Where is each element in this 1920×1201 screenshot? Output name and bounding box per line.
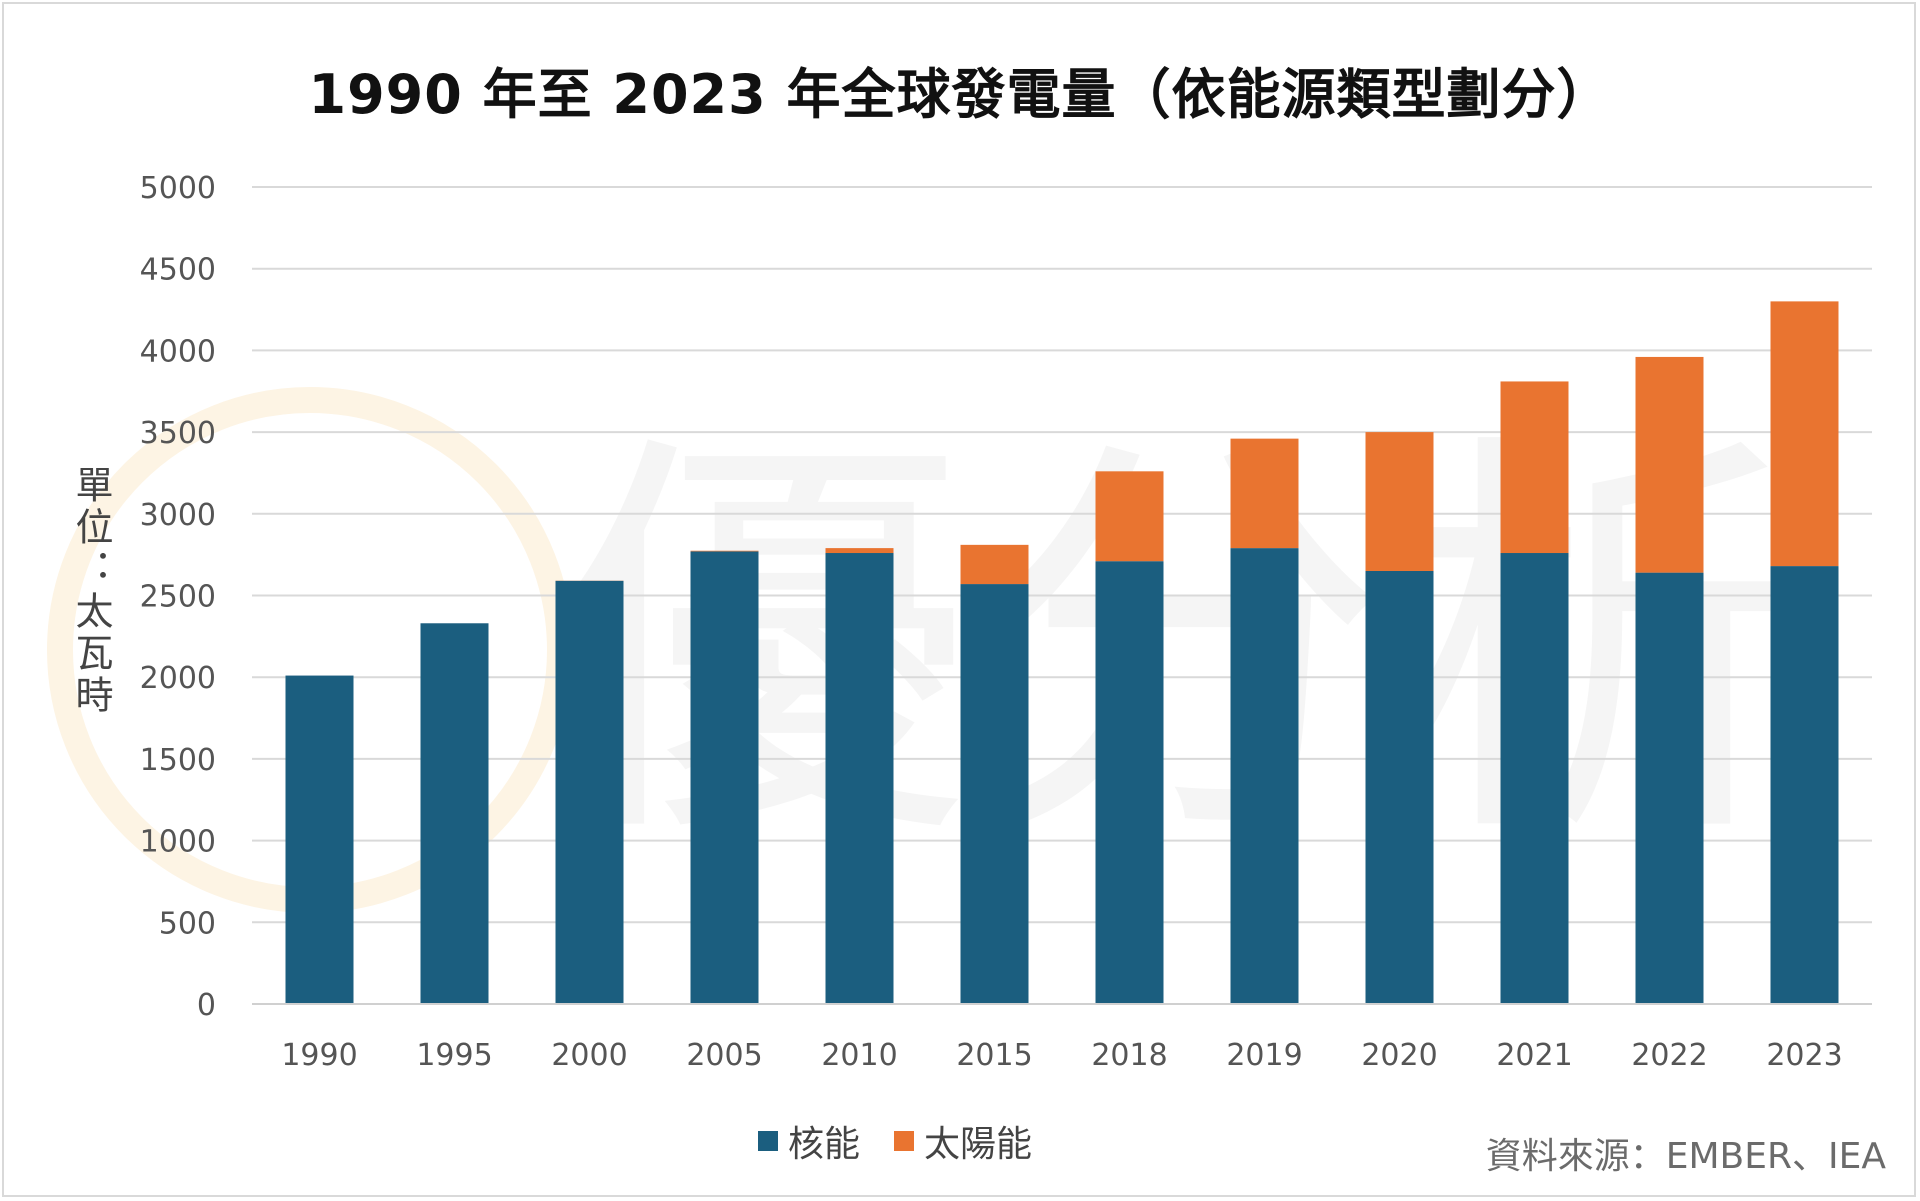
bar-solar-2019 [1230, 438, 1299, 549]
bar-nuclear-2019 [1230, 548, 1299, 1004]
y-tick-label: 5000 [140, 171, 216, 206]
y-axis-label: 單位：太瓦時 [69, 465, 113, 717]
legend-item-nuclear: 核能 [757, 1115, 860, 1167]
y-tick-label: 500 [159, 906, 216, 941]
x-tick-label: 2019 [1226, 1038, 1302, 1073]
bar-nuclear-2023 [1770, 566, 1839, 1004]
source-note: 資料來源：EMBER、IEA [1485, 1136, 1886, 1177]
bar-solar-2021 [1500, 381, 1569, 554]
bar-solar-2023 [1770, 301, 1839, 567]
y-tick-label: 3000 [140, 498, 216, 533]
bar-solar-2018 [1095, 471, 1164, 562]
y-tick-label: 2000 [140, 661, 216, 696]
y-tick-label: 2500 [140, 580, 216, 615]
bar-nuclear-2022 [1635, 572, 1704, 1004]
x-tick-label: 2020 [1361, 1038, 1437, 1073]
x-tick-label: 2023 [1766, 1038, 1842, 1073]
legend-swatch-solar [894, 1131, 914, 1151]
chart-title: 1990 年至 2023 年全球發電量（依能源類型劃分） [308, 63, 1612, 126]
x-tick-label: 1995 [416, 1038, 492, 1073]
x-tick-label: 2000 [551, 1038, 627, 1073]
x-tick-label: 2015 [956, 1038, 1032, 1073]
x-tick-label: 2005 [686, 1038, 762, 1073]
y-tick-label: 1000 [140, 825, 216, 860]
legend: 核能 太陽能 [0, 1115, 1920, 1167]
x-tick-label: 2010 [821, 1038, 897, 1073]
legend-swatch-nuclear [757, 1131, 778, 1151]
bar-solar-2022 [1635, 356, 1704, 573]
y-tick-label: 4000 [140, 334, 216, 369]
x-tick-label: 2018 [1091, 1038, 1167, 1073]
y-tick-label: 1500 [140, 743, 216, 778]
bar-solar-2015 [960, 544, 1029, 585]
y-tick-label: 4500 [140, 253, 216, 288]
bar-nuclear-1990 [285, 675, 354, 1004]
bar-solar-2020 [1365, 432, 1434, 571]
bar-nuclear-2015 [960, 584, 1029, 1004]
bar-nuclear-2020 [1365, 570, 1434, 1004]
bar-nuclear-2005 [690, 551, 759, 1004]
legend-item-solar: 太陽能 [894, 1115, 1032, 1167]
bar-nuclear-1995 [420, 623, 489, 1004]
svg-text:優分析: 優分析 [550, 401, 1810, 890]
legend-label-solar: 太陽能 [924, 1124, 1033, 1165]
bar-nuclear-2021 [1500, 553, 1569, 1004]
bar-solar-2010 [825, 548, 894, 554]
y-tick-label: 3500 [140, 416, 216, 451]
legend-label-nuclear: 核能 [787, 1124, 860, 1165]
bar-nuclear-2000 [555, 580, 624, 1004]
x-tick-label: 2021 [1496, 1038, 1572, 1073]
bar-nuclear-2018 [1095, 561, 1164, 1004]
x-tick-label: 1990 [281, 1038, 357, 1073]
x-tick-label: 2022 [1631, 1038, 1707, 1073]
y-tick-label: 0 [197, 988, 216, 1023]
bar-solar-2005 [690, 550, 759, 552]
bar-nuclear-2010 [825, 553, 894, 1004]
